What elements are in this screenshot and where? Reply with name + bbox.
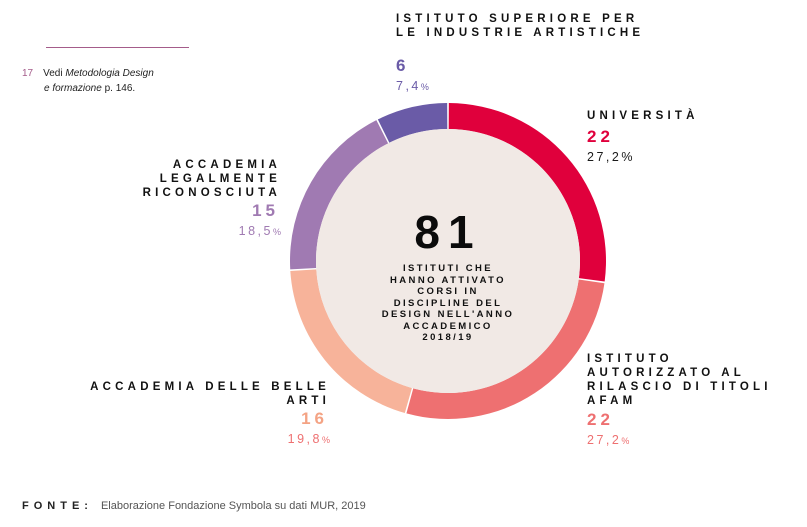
pct-afam: 27,2% bbox=[587, 433, 629, 447]
label-afam: ISTITUTO AUTORIZZATO AL RILASCIO DI TITO… bbox=[587, 353, 772, 407]
label-belle-arti: ACCADEMIA DELLE BELLE ARTI bbox=[90, 381, 330, 407]
count-afam: 22 bbox=[587, 410, 614, 429]
pct-afam-unit: % bbox=[621, 436, 630, 446]
label-industrie-artistiche: ISTITUTO SUPERIORE PER LE INDUSTRIE ARTI… bbox=[396, 13, 645, 39]
pct-belle-arti: 19,8% bbox=[288, 432, 330, 446]
center-caption: ISTITUTI CHE HANNO ATTIVATO CORSI IN DIS… bbox=[381, 263, 515, 343]
footnote-title: Metodologia Design bbox=[65, 68, 154, 79]
label-legalmente: ACCADEMIA LEGALMENTE RICONOSCIUTA bbox=[142, 159, 281, 199]
source-text: Elaborazione Fondazione Symbola su dati … bbox=[100, 500, 366, 512]
slice-afam bbox=[406, 279, 605, 420]
footnote-suffix: p. 146. bbox=[104, 83, 136, 94]
count-industrie-artistiche: 6 bbox=[396, 56, 410, 75]
pct-industrie-artistiche-num: 7,4 bbox=[396, 79, 421, 93]
slice-legalmente bbox=[290, 120, 389, 270]
footnote-rule bbox=[46, 47, 189, 48]
donut-slices bbox=[290, 103, 606, 420]
pct-industrie-artistiche: 7,4% bbox=[396, 79, 429, 93]
pct-legalmente-num: 18,5 bbox=[238, 224, 273, 238]
pct-legalmente-unit: % bbox=[272, 227, 281, 237]
pct-universita: 27,2% bbox=[587, 150, 635, 164]
source-note: FONTE: Elaborazione Fondazione Symbola su… bbox=[22, 500, 366, 512]
pct-afam-num: 27,2 bbox=[587, 433, 622, 447]
pct-belle-arti-num: 19,8 bbox=[287, 432, 322, 446]
slice-belle_arti bbox=[290, 269, 412, 413]
donut-center-disc bbox=[316, 129, 580, 393]
count-legalmente: 15 bbox=[252, 201, 279, 220]
footnote: 17 Vedi Metodologia Design e formazione p… bbox=[22, 66, 154, 96]
footnote-title-cont: e formazione bbox=[44, 83, 102, 94]
pct-legalmente: 18,5% bbox=[239, 224, 281, 238]
total-value: 81 bbox=[414, 206, 482, 258]
count-belle-arti: 16 bbox=[301, 409, 328, 428]
footnote-prefix: Vedi bbox=[43, 68, 63, 79]
slice-industrie_artistiche bbox=[377, 103, 448, 143]
pct-industrie-artistiche-unit: % bbox=[420, 82, 429, 92]
footnote-number: 17 bbox=[22, 68, 34, 79]
label-universita: UNIVERSITÀ bbox=[587, 110, 699, 122]
count-universita: 22 bbox=[587, 127, 614, 146]
source-label: FONTE: bbox=[22, 500, 93, 512]
slice-universita bbox=[448, 103, 606, 282]
pct-belle-arti-unit: % bbox=[321, 435, 330, 445]
